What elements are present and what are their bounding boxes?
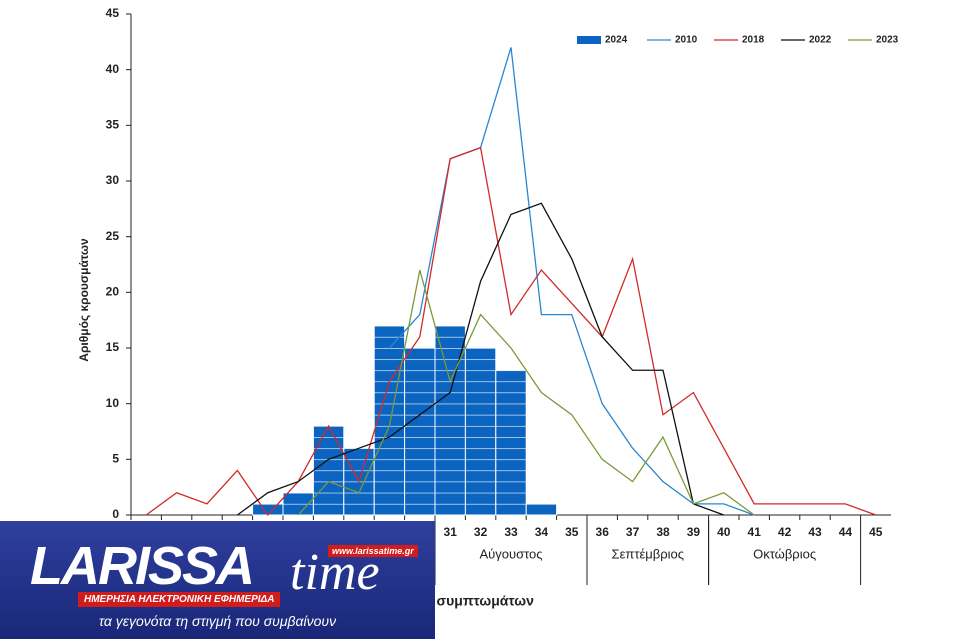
bar <box>464 347 497 516</box>
line <box>237 202 725 516</box>
legend-label: 2018 <box>742 35 765 46</box>
x-tick-label: 38 <box>656 525 670 539</box>
logo: LARISSA time www.larissatime.gr ΗΜΕΡΗΣΙΑ… <box>0 521 435 639</box>
y-tick-label: 45 <box>106 6 120 20</box>
line <box>145 146 877 517</box>
month-label: Αύγουστος <box>479 546 542 561</box>
x-tick-label: 42 <box>778 525 792 539</box>
bar <box>404 347 436 516</box>
x-tick-label: 39 <box>687 525 701 539</box>
month-label: Σεπτέμβριος <box>612 546 684 561</box>
legend-label: 2024 <box>605 35 628 46</box>
legend-label: 2010 <box>675 35 698 46</box>
x-tick-label: 40 <box>717 525 731 539</box>
logo-slogan: τα γεγονότα τη στιγμή που συμβαίνουν <box>98 613 337 629</box>
x-tick-label: 31 <box>444 525 458 539</box>
x-tick-label: 37 <box>626 525 640 539</box>
x-tick-label: 33 <box>504 525 518 539</box>
y-tick-label: 15 <box>106 340 120 354</box>
y-tick-label: 5 <box>112 452 119 466</box>
logo-subtitle: ΗΜΕΡΗΣΙΑ ΗΛΕΚΤΡΟΝΙΚΗ ΕΦΗΜΕΡΙΔΑ <box>78 592 281 607</box>
legend-label: 2023 <box>876 35 899 46</box>
y-tick-label: 30 <box>106 173 120 187</box>
y-tick-label: 20 <box>106 285 120 299</box>
bar <box>525 503 558 516</box>
x-tick-label: 32 <box>474 525 488 539</box>
x-tick-label: 35 <box>565 525 579 539</box>
logo-title: LARISSA <box>30 536 255 596</box>
x-tick-label: 34 <box>535 525 549 539</box>
y-tick-label: 25 <box>106 229 120 243</box>
bar <box>252 503 284 516</box>
x-tick-label: 45 <box>869 525 883 539</box>
month-label: Οκτώβριος <box>753 546 816 561</box>
line <box>297 269 755 516</box>
legend-label: 2022 <box>809 35 832 46</box>
bar <box>312 425 345 516</box>
x-tick-label: 44 <box>839 525 853 539</box>
x-tick-label: 43 <box>808 525 822 539</box>
y-tick-label: 35 <box>106 118 120 132</box>
x-tick-label: 36 <box>596 525 610 539</box>
y-tick-label: 10 <box>106 396 120 410</box>
y-tick-label: 40 <box>106 62 120 76</box>
logo-url: www.larissatime.gr <box>328 545 418 557</box>
x-tick-label: 41 <box>748 525 762 539</box>
y-tick-label: 0 <box>112 507 119 521</box>
y-axis-label: Αριθμός κρουσμάτων <box>77 238 91 362</box>
bar <box>373 325 406 516</box>
bar <box>495 369 527 516</box>
legend-swatch <box>577 36 601 44</box>
